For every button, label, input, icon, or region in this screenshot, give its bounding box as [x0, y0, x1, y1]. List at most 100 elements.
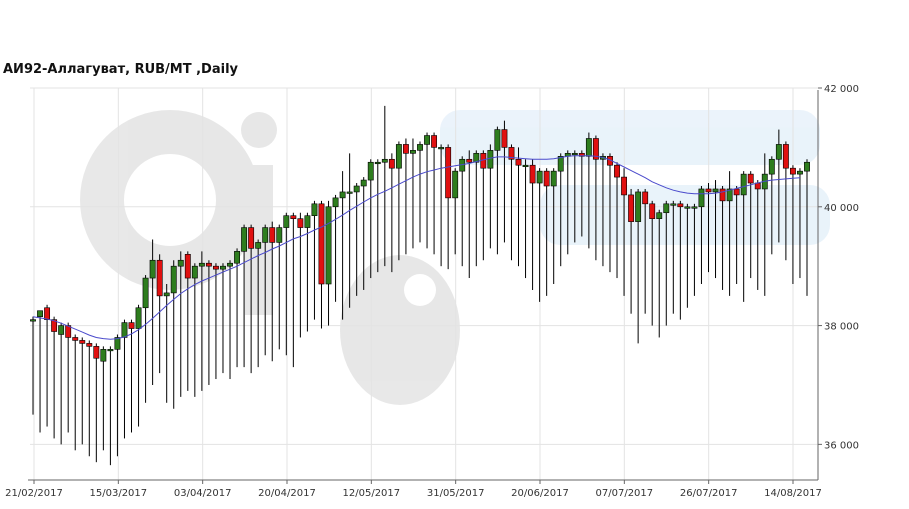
- candle-body-down: [466, 158, 473, 163]
- candle: [381, 105, 388, 267]
- axes: [28, 90, 819, 481]
- x-tick-label: 14/08/2017: [764, 488, 822, 499]
- candle: [290, 212, 297, 368]
- candle: [241, 224, 248, 368]
- candle: [367, 159, 374, 279]
- candle-body-up: [691, 206, 698, 209]
- candle: [44, 304, 51, 427]
- candle-body-down: [578, 153, 585, 157]
- candle-body-up: [163, 292, 170, 297]
- candle: [325, 200, 332, 326]
- candle-body-down: [782, 144, 789, 169]
- candle: [255, 239, 262, 368]
- candle-body-up: [177, 259, 184, 267]
- candle: [663, 200, 670, 326]
- candle-body-up: [635, 191, 642, 222]
- candle-body-up: [797, 170, 803, 175]
- candle-body-down: [719, 188, 726, 202]
- candle-body-down: [649, 203, 656, 219]
- candle-body-up: [360, 179, 367, 187]
- candle: [431, 132, 438, 255]
- candle-body-up: [100, 349, 107, 362]
- x-tick-label: 31/05/2017: [427, 488, 485, 499]
- candle-body-up: [198, 262, 205, 267]
- candle: [445, 144, 452, 270]
- candle: [473, 150, 480, 267]
- candle: [494, 126, 501, 255]
- candle-body-down: [290, 215, 297, 219]
- candle-body-up: [107, 349, 114, 352]
- candle: [283, 212, 290, 356]
- candle: [156, 254, 163, 374]
- candle: [452, 168, 459, 255]
- candle-body-up: [804, 161, 810, 172]
- x-tick-label: 20/04/2017: [258, 488, 316, 499]
- candle: [804, 159, 810, 296]
- candle: [670, 200, 677, 314]
- candle: [508, 144, 515, 261]
- x-tick-label: 07/07/2017: [596, 488, 654, 499]
- candle: [220, 263, 226, 374]
- candle-body-up: [663, 203, 670, 214]
- candle: [79, 337, 86, 445]
- chart-title: АИ92-Аллагуват, RUB/MT ,Daily: [3, 62, 239, 77]
- candle-body-up: [487, 150, 494, 169]
- candle: [719, 186, 726, 290]
- candle: [37, 310, 43, 433]
- candle-body-up: [325, 206, 332, 285]
- candle: [571, 150, 578, 243]
- candle-body-up: [698, 188, 705, 208]
- candle-body-up: [768, 158, 775, 175]
- candle: [360, 177, 367, 290]
- candle-body-down: [388, 158, 395, 169]
- candle-body-down: [184, 254, 191, 279]
- candle-body-down: [297, 218, 304, 228]
- candle: [177, 251, 184, 397]
- candle: [635, 188, 642, 344]
- candle: [114, 334, 121, 457]
- candle: [142, 275, 149, 403]
- candle-body-down: [248, 227, 255, 249]
- candle: [550, 168, 557, 284]
- candle-body-up: [438, 147, 445, 150]
- candle-body-down: [402, 144, 409, 154]
- candle: [402, 138, 409, 255]
- moving-average: [32, 155, 801, 340]
- candle-body-down: [445, 147, 452, 199]
- candle: [86, 340, 93, 457]
- candle: [346, 153, 353, 308]
- oil-watermark: [80, 110, 830, 405]
- candle: [621, 168, 627, 296]
- candle-body-up: [775, 144, 782, 160]
- candle-body-up: [473, 153, 480, 163]
- candle-body-up: [149, 259, 156, 279]
- candle: [543, 168, 550, 296]
- candle-body-up: [220, 265, 226, 270]
- candle-body-down: [789, 167, 796, 175]
- y-tick-label: 42 000: [824, 84, 859, 95]
- candle: [93, 343, 100, 463]
- candle-body-up: [726, 188, 733, 202]
- candle: [163, 284, 170, 403]
- candle-body-down: [269, 227, 276, 243]
- candle: [248, 224, 255, 374]
- candle-body-up: [585, 138, 592, 157]
- candle: [677, 200, 684, 320]
- candle-body-down: [44, 307, 51, 320]
- candle: [480, 150, 487, 261]
- candle-body-down: [621, 176, 627, 196]
- candle: [227, 260, 233, 380]
- candle: [628, 188, 635, 314]
- candle-body-down: [79, 340, 86, 344]
- candle: [536, 168, 543, 302]
- candle-body-up: [114, 337, 121, 350]
- y-tick-label: 38 000: [824, 322, 859, 333]
- candle: [705, 183, 712, 273]
- candle-body-up: [656, 212, 663, 219]
- candle: [417, 141, 423, 243]
- x-tick-label: 20/06/2017: [511, 488, 569, 499]
- candle-body-up: [571, 153, 578, 156]
- x-tick-label: 15/03/2017: [90, 488, 148, 499]
- candle: [234, 248, 240, 368]
